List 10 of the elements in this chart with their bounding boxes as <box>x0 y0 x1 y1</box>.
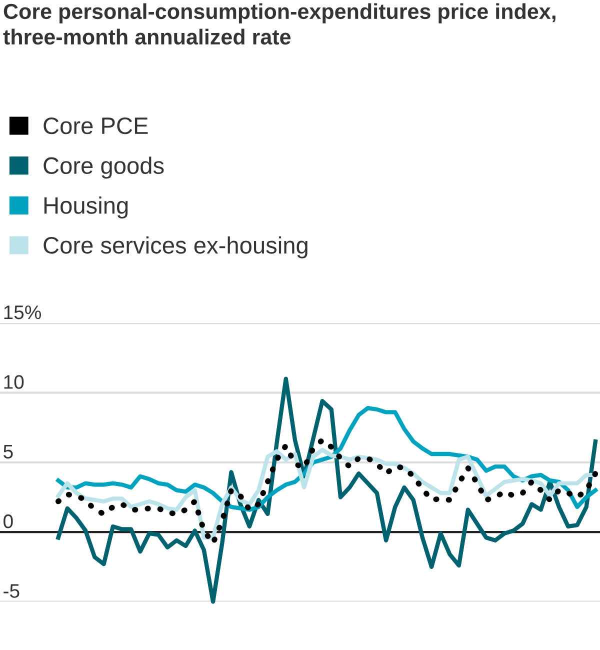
y-tick-label: -5 <box>4 584 20 598</box>
legend-label: Core PCE <box>44 117 148 134</box>
legend-label: Core goods <box>44 156 164 179</box>
y-tick-label: 15% <box>4 306 42 320</box>
legend-label: Housing <box>44 196 128 219</box>
chart-title: Core personal-consumption-expenditures price index, three-month annualized rate <box>3 3 556 45</box>
legend-label: Core services ex-housing <box>44 236 308 258</box>
y-tick-label: 5 <box>4 444 13 459</box>
y-tick-label: 10 <box>4 375 24 389</box>
y-tick-label: 0 <box>4 514 13 528</box>
